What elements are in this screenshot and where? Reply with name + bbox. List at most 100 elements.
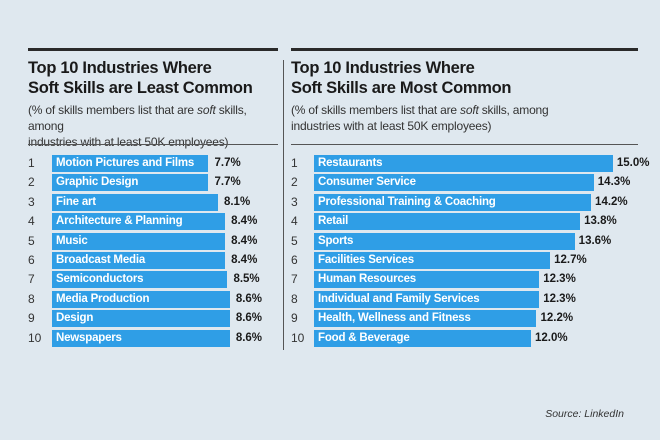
- bar-value-label: 13.8%: [584, 215, 617, 228]
- rank-label: 3: [291, 194, 298, 209]
- bar-category-label: Sports: [318, 234, 354, 247]
- bar: [52, 155, 209, 172]
- bar-value-label: 14.3%: [597, 176, 631, 189]
- bar-category-label: Architecture & Planning: [56, 215, 183, 228]
- bar-value-label: 7.7%: [214, 157, 241, 169]
- rank-label: 1: [291, 156, 298, 170]
- bar-category-label: Food & Beverage: [318, 331, 410, 344]
- bar-category-label: Health, Wellness and Fitness: [318, 312, 471, 325]
- bar-value-label: 12.3%: [543, 292, 576, 305]
- bar-value-label: 15.0%: [616, 157, 650, 169]
- rank-label: 9: [28, 311, 35, 326]
- top-rule: [28, 48, 278, 51]
- bar-value-label: 8.1%: [223, 195, 251, 208]
- bar-row: 4 Architecture & Planning 8.4%: [28, 213, 278, 231]
- rank-label: 8: [291, 291, 298, 306]
- bar-category-label: Broadcast Media: [56, 254, 146, 266]
- subtitle-line: (% of skills members list that are soft …: [291, 103, 549, 117]
- bar-category-label: Music: [56, 234, 88, 247]
- bar: [52, 310, 230, 328]
- bar-row: 8 Media Production 8.6%: [28, 290, 278, 308]
- bar-category-label: Human Resources: [318, 273, 416, 286]
- bar-row: 3 Professional Training & Coaching 14.2%: [291, 193, 641, 211]
- bar: [314, 232, 575, 250]
- bar: [314, 213, 581, 231]
- rank-label: 3: [28, 194, 35, 209]
- bar-value-label: 8.6%: [235, 292, 263, 305]
- panel-divider: [283, 60, 284, 350]
- bar: [314, 193, 592, 211]
- chart-title: Top 10 Industries Where Soft Skills are …: [291, 59, 512, 97]
- bar-category-label: Media Production: [56, 292, 150, 305]
- bar-category-label: Professional Training & Coaching: [318, 195, 496, 208]
- rank-label: 8: [28, 291, 35, 306]
- bar-row: 10 Food & Beverage 12.0%: [291, 329, 641, 347]
- bar-category-label: Facilities Services: [318, 254, 414, 266]
- bar-category-label: Graphic Design: [56, 176, 139, 189]
- bar: [314, 155, 613, 172]
- rank-label: 7: [291, 272, 298, 287]
- bar: [52, 290, 230, 308]
- bar-value-label: 14.2%: [595, 195, 628, 208]
- bar: [52, 193, 218, 211]
- bar-row: 4 Retail 13.8%: [291, 213, 641, 231]
- subtitle-line: industries with at least 50K employees): [28, 135, 229, 149]
- bar-category-label: Consumer Service: [318, 176, 416, 189]
- bar: [314, 174, 594, 192]
- rank-label: 2: [28, 175, 35, 190]
- chart-subtitle: (% of skills members list that are soft …: [28, 102, 278, 150]
- bar-row: 10 Newspapers 8.6%: [28, 329, 278, 347]
- bar-value-label: 8.4%: [231, 254, 258, 266]
- bar-row: 1 Motion Pictures and Films 7.7%: [28, 155, 278, 172]
- bar-value-label: 8.6%: [235, 312, 263, 325]
- subtitle-line: (% of skills members list that are soft …: [28, 103, 247, 133]
- bar-value-label: 7.7%: [214, 176, 241, 189]
- rank-label: 6: [28, 253, 35, 267]
- bar: [314, 290, 540, 308]
- rank-label: 4: [28, 214, 35, 229]
- bar-category-label: Design: [56, 312, 94, 325]
- bar-row: 1 Restaurants 15.0%: [291, 155, 650, 172]
- mid-rule: [28, 144, 278, 145]
- bar-value-label: 8.6%: [235, 331, 263, 344]
- top-rule: [291, 48, 638, 51]
- bar-value-label: 12.7%: [554, 254, 587, 266]
- bar: [314, 310, 537, 328]
- bar-row: 7 Semiconductors 8.5%: [28, 271, 278, 289]
- bar: [52, 213, 226, 231]
- bar-row: 2 Graphic Design 7.7%: [28, 174, 278, 192]
- bar-row: 8 Individual and Family Services 12.3%: [291, 290, 641, 308]
- bar-category-label: Restaurants: [318, 157, 383, 169]
- chart-title: Top 10 Industries Where Soft Skills are …: [28, 59, 253, 97]
- bar-row: 9 Health, Wellness and Fitness 12.2%: [291, 310, 641, 328]
- rank-label: 1: [28, 156, 35, 170]
- bar: [314, 252, 551, 269]
- rank-label: 6: [291, 253, 298, 267]
- bar-category-label: Fine art: [56, 195, 96, 208]
- bar-value-label: 13.6%: [578, 234, 612, 247]
- bar-category-label: Motion Pictures and Films: [56, 157, 195, 169]
- bar-value-label: 8.4%: [231, 234, 258, 247]
- rank-label: 10: [291, 330, 305, 345]
- bar-value-label: 12.3%: [543, 273, 576, 286]
- bar-category-label: Newspapers: [56, 331, 122, 344]
- rank-label: 5: [291, 233, 298, 248]
- rank-label: 9: [291, 311, 298, 326]
- bar: [314, 329, 531, 347]
- bar: [314, 271, 540, 289]
- source-note: Source: LinkedIn: [545, 408, 624, 420]
- bar-row: 5 Music 8.4%: [28, 232, 278, 250]
- bar-value-label: 12.0%: [535, 331, 568, 344]
- bar-value-label: 8.5%: [233, 273, 260, 286]
- bar-row: 7 Human Resources 12.3%: [291, 271, 641, 289]
- bar-row: 6 Facilities Services 12.7%: [291, 252, 641, 269]
- rank-label: 7: [28, 272, 35, 287]
- bar-row: 6 Broadcast Media 8.4%: [28, 252, 278, 269]
- bar-value-label: 8.4%: [231, 215, 258, 228]
- bar-row: 3 Fine art 8.1%: [28, 193, 278, 211]
- bar-row: 5 Sports 13.6%: [291, 232, 641, 250]
- mid-rule: [291, 144, 638, 145]
- bar: [52, 271, 228, 289]
- rank-label: 4: [291, 214, 298, 229]
- rank-label: 2: [291, 175, 298, 190]
